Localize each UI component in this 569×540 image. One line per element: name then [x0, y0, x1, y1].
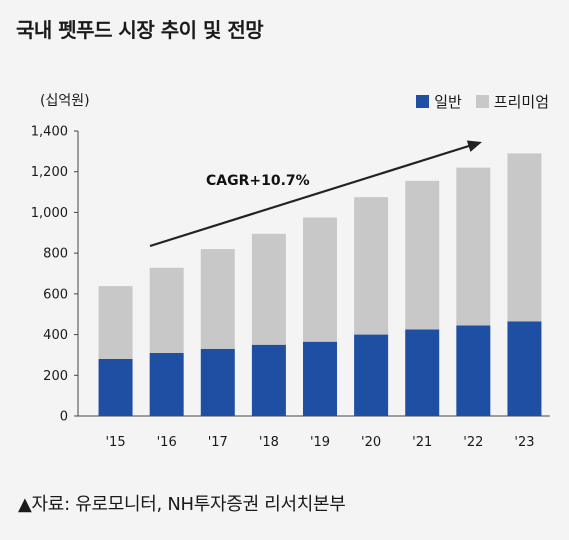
bar-premium [405, 180, 440, 330]
bar-premium [251, 233, 286, 345]
y-axis: 0 200 400 600 800 1,000 1,200 1,400 [31, 125, 79, 425]
bar-general [456, 325, 491, 416]
bar-premium [354, 197, 389, 335]
legend: 일반 프리미엄 [408, 91, 549, 112]
source-note: ▲자료: 유로모니터, NH투자증권 리서치본부 [18, 494, 346, 515]
bar-general [507, 321, 542, 416]
x-tick-label: '17 [208, 435, 228, 450]
x-tick-label: '16 [157, 435, 177, 450]
x-tick-label: '19 [310, 435, 330, 450]
chart-title: 국내 펫푸드 시장 추이 및 전망 [16, 18, 264, 42]
y-tick-label: 1,000 [31, 206, 68, 221]
bar-premium [98, 286, 133, 359]
y-tick-label: 800 [43, 247, 68, 262]
cagr-label: CAGR+10.7% [206, 173, 310, 189]
bar-general [303, 341, 337, 416]
legend-label-general: 일반 [434, 93, 462, 111]
legend-label-premium: 프리미엄 [493, 93, 549, 111]
cagr-arrow-head [466, 140, 482, 152]
legend-swatch-general [416, 95, 430, 108]
x-tick-label: '21 [412, 435, 432, 450]
bar-premium [507, 153, 542, 322]
x-tick-label: '22 [463, 435, 483, 450]
bar-general [149, 352, 184, 416]
x-tick-label: '23 [514, 435, 534, 450]
bar-general [354, 334, 389, 416]
x-axis: '15 '16 '17 '18 '19 '20 '21 '22 '23 [78, 415, 550, 450]
bar-general [405, 329, 440, 416]
cagr-arrow-line [149, 143, 473, 248]
unit-label: (십억원) [40, 93, 90, 109]
bar-premium [456, 167, 491, 326]
y-tick-label: 1,400 [31, 125, 68, 140]
bar-general [98, 359, 133, 416]
bar-premium [149, 267, 184, 353]
cagr-annotation: CAGR+10.7% [149, 140, 482, 248]
y-tick-label: 600 [43, 287, 68, 302]
y-tick-label: 200 [43, 369, 68, 384]
y-tick-label: 400 [43, 328, 68, 343]
legend-item-premium: 프리미엄 [475, 91, 549, 112]
y-tick-label: 1,200 [31, 165, 68, 180]
x-tick-label: '18 [259, 435, 279, 450]
bar-premium [303, 217, 337, 342]
bar-premium [200, 249, 235, 349]
bars [98, 153, 542, 416]
x-tick-label: '20 [361, 435, 381, 450]
y-tick-label: 0 [60, 410, 68, 425]
legend-item-general: 일반 [416, 91, 462, 112]
x-tick-label: '15 [105, 435, 125, 450]
bar-general [251, 344, 286, 416]
bar-general [200, 348, 235, 416]
legend-swatch-premium [475, 95, 489, 108]
